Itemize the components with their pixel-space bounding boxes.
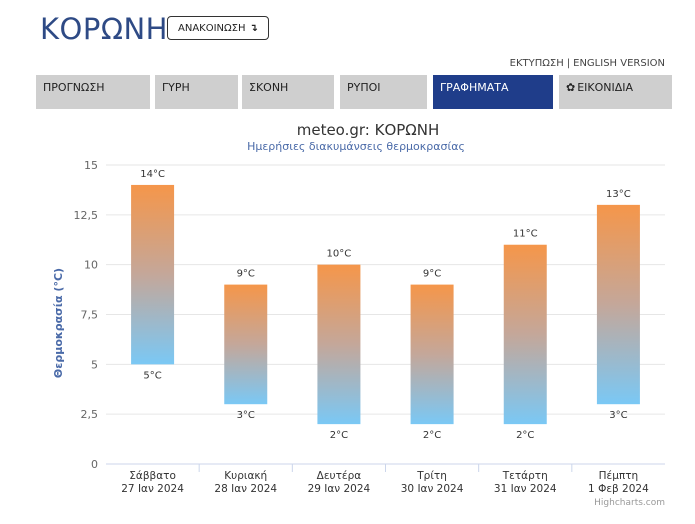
tab-pollutants[interactable]: ΡΥΠΟΙ xyxy=(340,75,427,109)
temperature-bar[interactable] xyxy=(224,284,268,405)
x-label-day: Τρίτη xyxy=(416,470,447,482)
tab-dust[interactable]: ΣΚΟΝΗ xyxy=(242,75,334,109)
high-temp-label: 9°C xyxy=(237,269,255,280)
x-label-day: Κυριακή xyxy=(224,470,267,482)
y-tick-label: 12,5 xyxy=(74,209,99,222)
tab-icons[interactable]: ✿ ΕΙΚΟΝΙΔΙΑ xyxy=(559,75,672,109)
high-temp-label: 14°C xyxy=(140,169,165,180)
tab-label: ΡΥΠΟΙ xyxy=(347,81,381,94)
x-label-day: Πέμπτη xyxy=(599,470,639,482)
x-label-date: 29 Ιαν 2024 xyxy=(308,483,371,495)
y-axis-ticks: 0 2,5 5 7,5 10 12,5 15 xyxy=(74,159,99,471)
tab-charts[interactable]: ΓΡΑΦΗΜΑΤΑ xyxy=(433,75,553,109)
x-label-date: 1 Φεβ 2024 xyxy=(588,483,649,495)
link-separator: | xyxy=(566,58,571,69)
top-links: ΕΚΤΥΠΩΣΗ | ENGLISH VERSION xyxy=(510,58,665,69)
x-label-day: Τετάρτη xyxy=(502,470,548,482)
low-temp-label: 2°C xyxy=(330,430,348,441)
main-tabs: ΠΡΟΓΝΩΣΗ ΓΥΡΗ ΣΚΟΝΗ ΡΥΠΟΙ ΓΡΑΦΗΜΑΤΑ ✿ ΕΙΚ… xyxy=(36,75,672,109)
temperature-bar[interactable] xyxy=(410,284,454,425)
low-temp-label: 3°C xyxy=(237,410,255,421)
high-temp-label: 11°C xyxy=(513,229,538,240)
x-label-date: 28 Ιαν 2024 xyxy=(214,483,277,495)
x-label-date: 30 Ιαν 2024 xyxy=(401,483,464,495)
chart-subtitle: Ημερήσιες διακυμάνσεις θερμοκρασίας xyxy=(247,140,465,153)
y-tick-label: 10 xyxy=(84,259,98,272)
y-tick-label: 0 xyxy=(91,458,98,471)
english-version-link[interactable]: ENGLISH VERSION xyxy=(573,58,665,69)
x-label-day: Δευτέρα xyxy=(317,470,362,482)
temperature-bar[interactable] xyxy=(503,244,547,425)
gridlines xyxy=(106,164,665,465)
tab-label: ΣΚΟΝΗ xyxy=(249,81,289,94)
announcement-button[interactable]: ΑΝΑΚΟΙΝΩΣΗ ↴ xyxy=(167,16,269,40)
y-axis-title: Θερμοκρασία (°C) xyxy=(52,268,65,378)
temperature-bar[interactable] xyxy=(131,184,175,365)
temperature-chart: meteo.gr: ΚΟΡΩΝΗ Ημερήσιες διακυμάνσεις … xyxy=(52,121,665,508)
page-title: ΚΟΡΩΝΗ xyxy=(40,12,168,46)
y-tick-label: 5 xyxy=(91,358,98,371)
print-link[interactable]: ΕΚΤΥΠΩΣΗ xyxy=(509,58,564,69)
chart-credits[interactable]: Highcharts.com xyxy=(594,498,665,508)
tab-label: ΓΥΡΗ xyxy=(162,81,190,94)
bar-series: 14°C 5°C 9°C 3°C 10°C 2°C 9°C 2°C 11°C 2°C 13°C 3°C xyxy=(131,169,640,441)
gear-icon: ✿ xyxy=(566,81,576,94)
tab-label: ΕΙΚΟΝΙΔΙΑ xyxy=(577,81,634,94)
y-tick-label: 2,5 xyxy=(81,408,99,421)
low-temp-label: 3°C xyxy=(609,410,627,421)
y-tick-label: 15 xyxy=(84,159,98,172)
arrow-down-icon: ↴ xyxy=(249,22,258,34)
low-temp-label: 2°C xyxy=(516,430,534,441)
high-temp-label: 13°C xyxy=(606,189,631,200)
low-temp-label: 2°C xyxy=(423,430,441,441)
x-label-date: 31 Ιαν 2024 xyxy=(494,483,557,495)
tab-label: ΠΡΟΓΝΩΣΗ xyxy=(43,81,105,94)
tab-label: ΓΡΑΦΗΜΑΤΑ xyxy=(440,81,509,94)
x-label-date: 27 Ιαν 2024 xyxy=(121,483,184,495)
tab-forecast[interactable]: ΠΡΟΓΝΩΣΗ xyxy=(36,75,150,109)
tab-pollen[interactable]: ΓΥΡΗ xyxy=(155,75,238,109)
announcement-label: ΑΝΑΚΟΙΝΩΣΗ xyxy=(178,22,246,34)
x-label-day: Σάββατο xyxy=(129,470,176,482)
y-tick-label: 7,5 xyxy=(81,309,99,322)
high-temp-label: 9°C xyxy=(423,269,441,280)
temperature-bar[interactable] xyxy=(596,204,640,405)
low-temp-label: 5°C xyxy=(143,370,161,381)
temperature-bar[interactable] xyxy=(317,264,361,425)
high-temp-label: 10°C xyxy=(327,249,352,260)
chart-title: meteo.gr: ΚΟΡΩΝΗ xyxy=(297,121,440,139)
